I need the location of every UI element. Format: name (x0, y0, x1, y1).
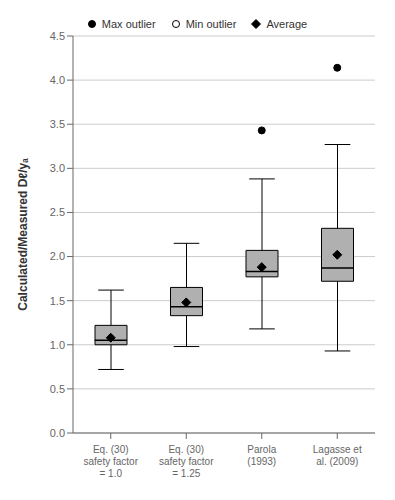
svg-text:Eq. (30)safety factor= 1.25: Eq. (30)safety factor= 1.25 (159, 444, 214, 479)
svg-text:Eq. (30)safety factor= 1.0: Eq. (30)safety factor= 1.0 (84, 444, 139, 479)
svg-text:2.5: 2.5 (50, 206, 65, 218)
html-text:Max outlier: Max outlier (101, 18, 156, 30)
svg-text:4.5: 4.5 (50, 30, 65, 42)
svg-text:4.0: 4.0 (50, 74, 65, 86)
svg-text:0.0: 0.0 (50, 427, 65, 439)
svg-text:0.5: 0.5 (50, 383, 65, 395)
svg-text:3.0: 3.0 (50, 162, 65, 174)
svg-text:1.0: 1.0 (50, 339, 65, 351)
html-text:Min outlier: Min outlier (185, 18, 237, 30)
svg-text:3.5: 3.5 (50, 118, 65, 130)
svg-text:Parola(1993): Parola(1993) (247, 444, 276, 467)
svg-text:Lagasse etal. (2009): Lagasse etal. (2009) (313, 444, 362, 467)
svg-text:1.5: 1.5 (50, 295, 65, 307)
svg-text:Calculated/Measured Dℓ/yₐ: Calculated/Measured Dℓ/yₐ (16, 158, 30, 311)
svg-text:2.0: 2.0 (50, 250, 65, 262)
html-text:Average: Average (266, 18, 308, 30)
